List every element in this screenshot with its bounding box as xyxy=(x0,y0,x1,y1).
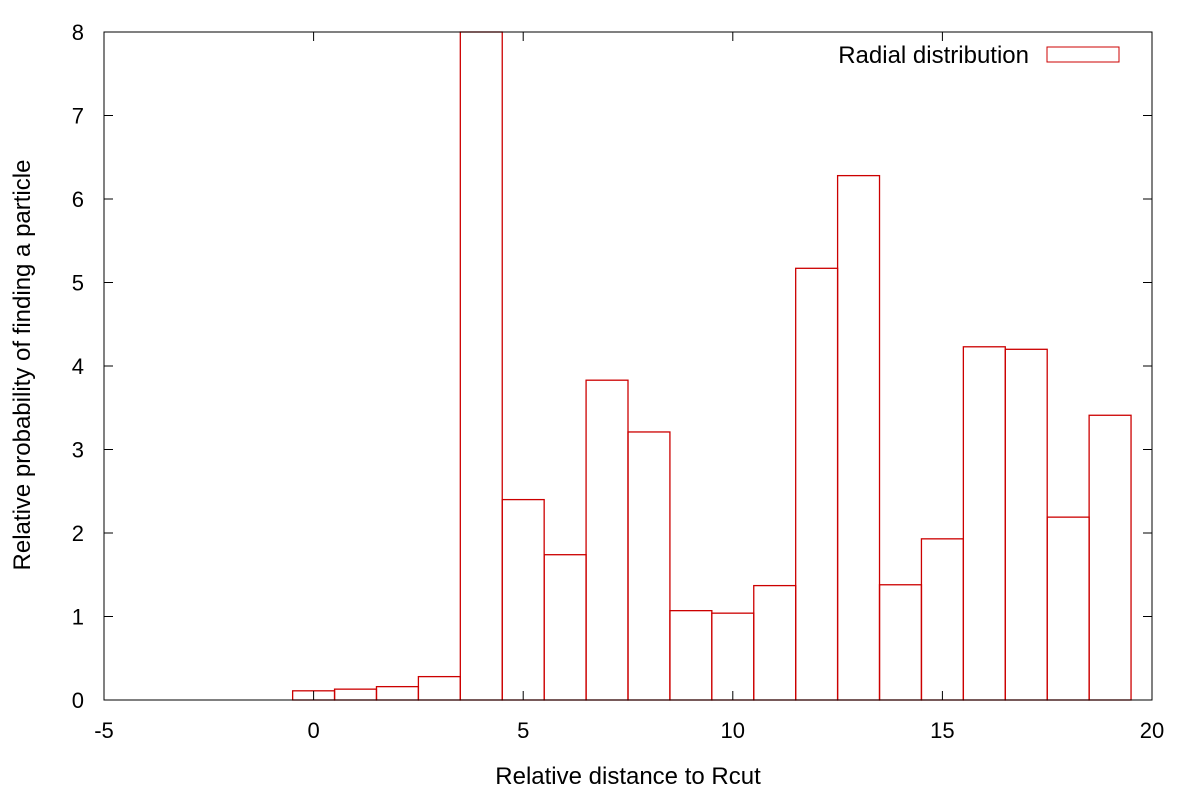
bar-series xyxy=(291,31,1132,701)
y-tick-label: 3 xyxy=(72,438,84,463)
y-tick-label: 4 xyxy=(72,354,84,379)
y-tick-label: 0 xyxy=(72,688,84,713)
y-tick-label: 8 xyxy=(72,20,84,45)
x-axis-label: Relative distance to Rcut xyxy=(495,763,761,790)
axis-ticks: -5 0 5 10 15 20 0 1 2 3 4 5 6 7 8 xyxy=(72,20,1164,743)
y-axis-label: Relative probability of finding a partic… xyxy=(9,160,36,571)
y-tick-label: 5 xyxy=(72,271,84,296)
y-tick-label: 6 xyxy=(72,187,84,212)
y-tick-label: 2 xyxy=(72,521,84,546)
x-tick-label: 0 xyxy=(307,718,319,743)
plot-frame xyxy=(103,31,1153,701)
legend-swatch xyxy=(1046,46,1120,63)
x-tick-label: 5 xyxy=(517,718,529,743)
legend: Radial distribution xyxy=(838,42,1120,69)
x-tick-label: 10 xyxy=(721,718,745,743)
y-tick-label: 1 xyxy=(72,605,84,630)
legend-label: Radial distribution xyxy=(838,42,1029,69)
x-tick-label: -5 xyxy=(94,718,114,743)
x-tick-label: 20 xyxy=(1140,718,1164,743)
x-tick-label: 15 xyxy=(930,718,954,743)
y-tick-label: 7 xyxy=(72,104,84,129)
